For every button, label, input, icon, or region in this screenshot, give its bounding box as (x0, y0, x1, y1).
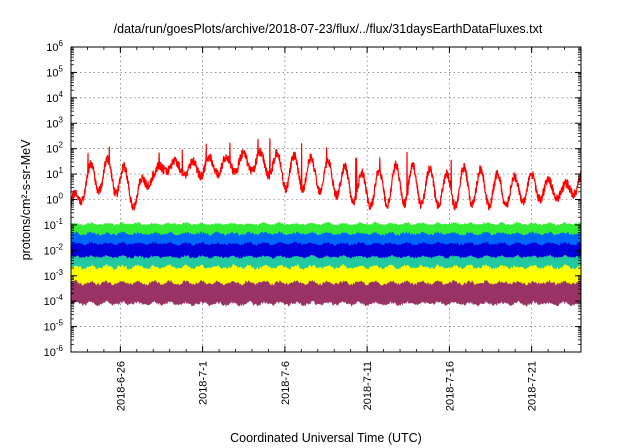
y-tick-exponent: 6 (59, 39, 64, 48)
y-tick-base: 10 (44, 220, 56, 232)
y-tick-labels: 10-610-510-410-310-210-11001011021031041… (44, 39, 64, 359)
y-tick-exponent: 1 (59, 166, 64, 175)
y-tick-exponent: 4 (59, 90, 64, 99)
x-tick-label: 2018-6-26 (115, 361, 127, 411)
y-tick-base: 10 (46, 42, 58, 54)
y-axis-label: protons/cm²-s-sr-MeV (19, 139, 33, 261)
y-tick-base: 10 (46, 93, 58, 105)
y-tick-exponent: -5 (56, 319, 64, 328)
y-tick-exponent: -4 (56, 293, 64, 302)
y-tick-label: 104 (46, 90, 63, 105)
chart-title: /data/run/goesPlots/archive/2018-07-23/f… (114, 22, 543, 36)
x-tick-label: 2018-7-11 (362, 361, 374, 410)
x-tick-label: 2018-7-6 (280, 361, 292, 405)
y-tick-base: 10 (44, 245, 56, 257)
x-tick-label: 2018-7-16 (444, 361, 456, 411)
y-tick-label: 100 (46, 192, 63, 207)
y-tick-exponent: -3 (56, 268, 64, 277)
x-axis-label: Coordinated Universal Time (UTC) (230, 431, 422, 445)
x-tick-label: 2018-7-1 (198, 361, 210, 405)
y-tick-base: 10 (44, 271, 56, 283)
y-tick-base: 10 (44, 347, 56, 359)
y-tick-label: 10-6 (44, 344, 64, 359)
y-tick-label: 10-5 (44, 319, 64, 334)
y-tick-label: 101 (46, 166, 63, 181)
y-tick-label: 103 (46, 115, 63, 130)
flux-bands (70, 221, 582, 307)
y-tick-base: 10 (46, 169, 58, 181)
y-tick-base: 10 (44, 296, 56, 308)
red-flux-line (70, 138, 582, 211)
y-tick-label: 106 (46, 39, 63, 54)
y-tick-label: 10-1 (44, 217, 64, 232)
y-tick-label: 102 (46, 141, 63, 156)
y-tick-exponent: 0 (59, 192, 64, 201)
y-tick-base: 10 (46, 144, 58, 156)
y-tick-exponent: 5 (59, 64, 64, 73)
grid (71, 47, 581, 352)
y-tick-base: 10 (46, 67, 58, 79)
y-tick-label: 10-4 (44, 293, 64, 308)
y-tick-exponent: 3 (59, 115, 64, 124)
axis-ticks (71, 46, 581, 353)
x-tick-labels: 2018-6-26 2018-7-1 2018-7-6 2018-7-11 2018-7… (115, 361, 538, 411)
y-tick-exponent: -1 (56, 217, 64, 226)
y-tick-base: 10 (46, 195, 58, 207)
y-tick-label: 10-2 (44, 242, 64, 257)
y-tick-exponent: -2 (56, 242, 64, 251)
x-tick-label: 2018-7-21 (527, 361, 539, 411)
y-tick-base: 10 (44, 322, 56, 334)
y-tick-label: 105 (46, 64, 63, 79)
y-tick-exponent: 2 (59, 141, 64, 150)
y-tick-exponent: -6 (56, 344, 64, 353)
y-tick-base: 10 (46, 118, 58, 130)
y-tick-label: 10-3 (44, 268, 64, 283)
red-series (70, 138, 582, 211)
